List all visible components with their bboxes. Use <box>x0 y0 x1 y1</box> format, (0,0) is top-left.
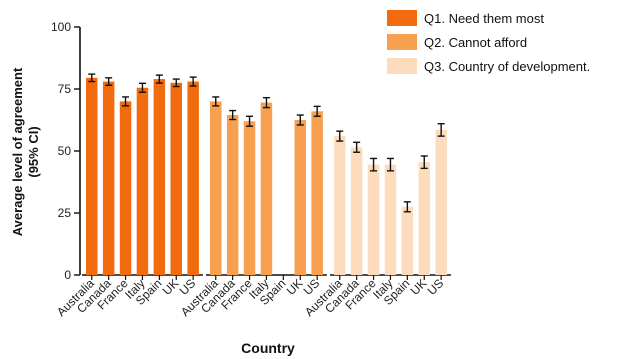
bar <box>210 101 222 276</box>
bar <box>243 121 256 276</box>
bar <box>136 87 149 275</box>
bar <box>153 79 166 275</box>
bar <box>226 115 239 275</box>
y-tick-label: 0 <box>64 268 71 282</box>
bar <box>350 147 363 275</box>
legend-label: Q2. Cannot afford <box>424 35 527 50</box>
bar <box>367 164 380 275</box>
bar <box>435 129 447 275</box>
legend-swatch <box>387 34 417 50</box>
bars-layer <box>82 73 451 276</box>
x-tick-labels: AustraliaCanadaFranceItalySpainUKUSAustr… <box>54 275 446 319</box>
bar <box>294 120 306 275</box>
y-tick-label: 100 <box>51 20 71 34</box>
legend-swatch <box>387 10 417 26</box>
bar <box>334 136 346 275</box>
bar <box>86 77 98 275</box>
y-axis-title: Average level of agreement <box>10 67 25 236</box>
legend-label: Q3. Country of development. <box>424 59 590 74</box>
bar <box>401 206 414 275</box>
y-axis-title-line2: (95% CI) <box>26 126 41 177</box>
bar <box>119 101 132 276</box>
bar <box>384 164 397 275</box>
bar <box>170 82 182 275</box>
y-tick-label: 50 <box>58 144 72 158</box>
bar <box>187 81 199 275</box>
y-tick-label: 25 <box>58 206 72 220</box>
y-axis: 0 25 50 75 100 <box>51 20 81 282</box>
legend-swatch <box>387 58 417 74</box>
x-tick-label: US <box>425 276 447 298</box>
bar <box>418 162 430 275</box>
y-tick-label: 75 <box>58 82 72 96</box>
bar <box>102 81 115 275</box>
legend-label: Q1. Need them most <box>424 11 544 26</box>
bar <box>260 102 273 275</box>
x-axis-title: Country <box>241 340 295 356</box>
legend: Q1. Need them most Q2. Cannot afford Q3. C… <box>387 10 590 74</box>
bar <box>311 111 323 275</box>
